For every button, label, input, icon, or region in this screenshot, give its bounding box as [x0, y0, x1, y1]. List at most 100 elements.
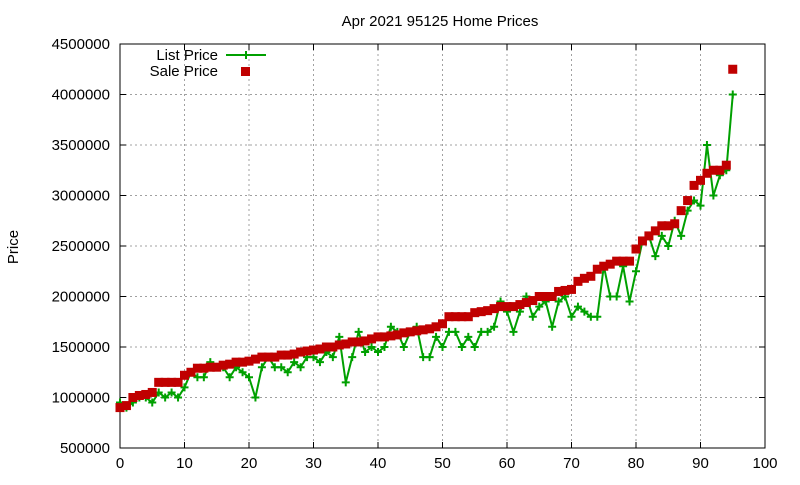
list-price-point — [180, 383, 189, 392]
sale-price-point — [186, 367, 196, 377]
x-tick-label: 60 — [499, 455, 516, 472]
y-tick-label: 2500000 — [52, 238, 110, 255]
sale-price-point — [721, 160, 731, 170]
list-price-point — [651, 252, 660, 261]
series-sale-price — [115, 64, 738, 413]
list-price-point — [277, 363, 286, 372]
list-price-point — [664, 242, 673, 250]
sale-price-point — [431, 322, 441, 332]
sale-price-point — [283, 350, 293, 360]
list-price-point — [632, 267, 640, 276]
sale-price-point — [663, 221, 673, 231]
y-tick-labels: 500000 1000000 1500000 2000000 2500000 300000… — [52, 36, 110, 457]
sale-price-point — [167, 377, 177, 387]
sale-price-point — [683, 196, 693, 206]
list-price-point — [580, 307, 589, 316]
sale-price-point — [386, 331, 396, 341]
list-price-point — [464, 332, 473, 341]
sale-price-point — [257, 352, 267, 362]
sale-price-point — [315, 344, 325, 354]
sale-price-point — [612, 256, 622, 266]
axis-ticks — [119, 43, 766, 449]
sale-price-point — [405, 327, 415, 337]
sale-price-point — [567, 284, 576, 294]
sale-price-point — [496, 302, 506, 312]
list-price-point — [374, 348, 382, 357]
sale-price-point — [231, 357, 241, 367]
list-price-point — [709, 191, 718, 200]
sale-price-point — [412, 326, 422, 336]
sale-price-point — [579, 273, 589, 283]
x-tick-label: 20 — [241, 455, 258, 472]
sale-price-point — [276, 350, 286, 360]
sale-price-point — [147, 387, 157, 397]
list-price-point — [702, 141, 711, 149]
sale-price-point — [508, 302, 518, 312]
sale-price-point — [676, 206, 686, 216]
sale-price-point — [250, 354, 260, 364]
x-tick-label: 50 — [434, 455, 451, 472]
list-price-point — [354, 327, 363, 336]
list-price-point — [625, 297, 634, 306]
sale-price-point — [134, 390, 144, 400]
list-price-point — [341, 378, 350, 387]
list-price-point — [386, 322, 395, 331]
legend: List Price Sale Price — [150, 47, 266, 80]
sale-price-point — [218, 360, 228, 370]
sale-price-point — [463, 312, 473, 322]
sale-price-point — [560, 285, 570, 295]
list-price-point — [528, 312, 537, 321]
list-price-point — [148, 398, 157, 407]
sale-price-point — [657, 221, 667, 231]
sale-price-point — [115, 403, 125, 413]
sale-price-point — [637, 236, 647, 246]
y-axis-label: Price — [5, 230, 22, 264]
sale-price-point — [696, 175, 705, 185]
sale-price-point — [470, 308, 480, 318]
sale-price-point — [154, 377, 164, 387]
sale-price-point — [173, 377, 183, 387]
x-tick-label: 40 — [370, 455, 387, 472]
list-price-point — [548, 322, 557, 331]
sale-price-point — [702, 168, 712, 178]
x-tick-labels: 0 10 20 30 40 50 60 70 80 90 100 — [116, 455, 778, 472]
x-tick-label: 70 — [563, 455, 580, 472]
sale-price-point — [444, 312, 454, 322]
list-price-point — [161, 393, 170, 402]
list-price-point — [315, 358, 324, 367]
y-tick-label: 3500000 — [52, 137, 110, 154]
list-price-point — [728, 90, 737, 99]
sale-price-point — [379, 332, 389, 342]
sale-price-point — [192, 363, 202, 373]
sale-price-point — [334, 340, 344, 350]
sale-price-point — [160, 377, 170, 387]
y-tick-label: 1500000 — [52, 339, 110, 356]
y-tick-label: 3000000 — [52, 188, 110, 205]
list-price-point — [296, 363, 305, 372]
list-price-point — [399, 343, 408, 351]
legend-marker-sale-price — [241, 67, 250, 76]
sale-price-point — [670, 219, 680, 229]
sale-price-point — [341, 339, 351, 349]
list-price-point — [225, 373, 234, 382]
sale-price-point — [450, 312, 460, 322]
sale-price-point — [541, 292, 551, 301]
list-price-line — [119, 94, 734, 409]
sale-price-point — [309, 345, 318, 355]
sale-price-point — [302, 346, 312, 356]
list-price-point — [593, 312, 602, 321]
sale-price-point — [573, 276, 583, 286]
sale-price-point — [554, 286, 564, 296]
sale-price-point — [141, 389, 151, 399]
sale-price-point — [708, 165, 718, 175]
y-tick-label: 1000000 — [52, 390, 110, 407]
sale-price-point — [244, 356, 254, 366]
sale-price-point — [528, 296, 538, 306]
sale-price-point — [476, 307, 486, 317]
sale-price-point — [392, 330, 402, 340]
x-tick-label: 100 — [752, 455, 777, 472]
sale-price-point — [534, 292, 544, 301]
list-price-point — [677, 231, 686, 240]
list-price-point — [483, 327, 492, 336]
